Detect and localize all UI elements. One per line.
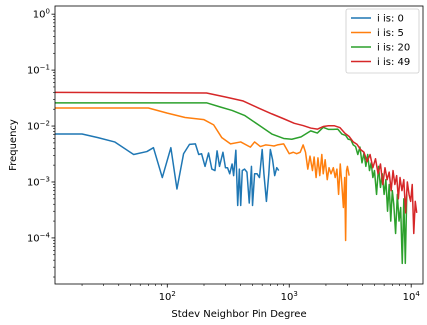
legend-label-0: i is: 0 (377, 14, 404, 25)
series-line-1 (55, 108, 349, 240)
legend-label-1: i is: 5 (377, 28, 404, 39)
y-tick-label-4: 10−4 (27, 231, 51, 244)
legend: i is: 0 i is: 5 i is: 20 i is: 49 (346, 9, 419, 73)
x-tick-label-0: 102 (159, 290, 176, 303)
series-lines (55, 92, 417, 263)
y-axis-label: Frequency (8, 119, 19, 171)
x-tick-label-1: 103 (281, 290, 298, 303)
y-tick-label-3: 10−3 (27, 175, 50, 188)
y-tick-label-0: 100 (33, 8, 50, 21)
y-tick-label-1: 10−1 (27, 64, 50, 77)
legend-label-2: i is: 20 (377, 43, 410, 54)
x-axis-label: Stdev Neighbor Pin Degree (171, 309, 306, 320)
legend-label-3: i is: 49 (377, 57, 410, 68)
series-line-2 (55, 103, 407, 264)
y-tick-label-2: 10−2 (27, 120, 50, 133)
x-tick-label-2: 104 (403, 290, 421, 303)
